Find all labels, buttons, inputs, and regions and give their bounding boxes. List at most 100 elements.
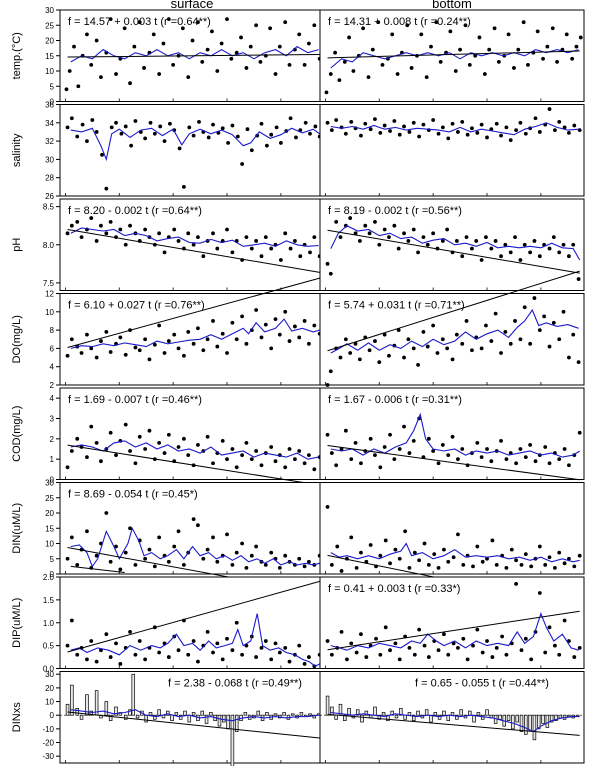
data-point	[380, 63, 385, 67]
data-point	[470, 126, 474, 131]
bar	[442, 710, 446, 716]
data-point	[254, 655, 259, 659]
data-point	[234, 465, 239, 470]
data-point	[397, 556, 402, 561]
data-point	[205, 547, 210, 552]
data-point	[348, 216, 353, 220]
data-point	[416, 250, 420, 255]
data-point	[220, 331, 225, 336]
data-point	[230, 250, 235, 255]
data-point	[234, 50, 239, 55]
data-point	[147, 428, 152, 433]
data-point	[298, 254, 303, 259]
data-point	[450, 357, 455, 362]
panel-1-bottom	[319, 104, 585, 197]
data-point	[368, 436, 373, 441]
panel-0-bottom: f = 14.31 + 0.008 t (r =0.24**)	[319, 9, 585, 102]
data-point	[562, 618, 567, 623]
data-point	[94, 355, 99, 360]
data-point	[514, 581, 519, 586]
data-point	[269, 346, 274, 351]
panel-1-surface: 26 28 30 32 34 36	[45, 101, 325, 201]
data-point	[499, 438, 503, 443]
data-point	[277, 44, 282, 49]
data-point	[334, 463, 339, 468]
data-point	[519, 648, 524, 653]
data-point	[353, 231, 358, 236]
data-point	[240, 314, 245, 319]
data-point	[79, 235, 84, 240]
data-point	[75, 652, 80, 657]
data-point	[234, 337, 239, 342]
bar	[157, 709, 161, 716]
data-point	[397, 447, 402, 451]
data-point	[172, 332, 177, 337]
data-point	[205, 434, 210, 439]
smoothed-series-line	[70, 709, 319, 722]
data-point	[370, 47, 375, 52]
data-point	[475, 627, 480, 632]
data-point	[475, 544, 480, 549]
data-point	[442, 547, 446, 552]
data-point	[114, 544, 118, 549]
bar	[148, 712, 153, 716]
data-point	[100, 152, 104, 157]
data-point	[211, 122, 215, 127]
data-point	[489, 339, 494, 343]
data-point	[297, 32, 302, 37]
data-point	[171, 63, 176, 67]
data-point	[123, 422, 128, 427]
data-point	[85, 529, 89, 534]
data-point	[123, 242, 128, 247]
data-point	[249, 246, 254, 251]
y-tick-label: 10	[45, 67, 54, 76]
data-point	[562, 447, 567, 451]
data-point	[119, 131, 124, 136]
data-point	[426, 655, 431, 659]
data-point	[547, 344, 552, 349]
panel-4-surface: 0 1 2 3 4 f = 1.69 - 0.007 t (r =0.46**)	[50, 387, 325, 486]
data-point	[543, 650, 548, 655]
smoothed-series-line	[330, 711, 580, 733]
data-point	[196, 20, 200, 25]
data-point	[543, 445, 548, 449]
data-point	[329, 128, 334, 133]
data-point	[460, 119, 465, 124]
data-point	[278, 141, 283, 145]
y-tick-label: -10	[42, 725, 54, 734]
trend-line	[67, 277, 320, 348]
data-point	[499, 351, 503, 355]
data-point	[411, 120, 416, 125]
data-point	[453, 69, 458, 73]
data-point	[576, 277, 581, 281]
data-point	[283, 20, 288, 25]
column-title-bottom: bottom	[432, 0, 472, 11]
y-tick-label: 4	[50, 394, 55, 403]
data-point	[567, 355, 571, 360]
data-point	[94, 659, 99, 664]
y-tick-label: 30	[45, 670, 54, 679]
data-point	[494, 562, 499, 567]
data-point	[470, 348, 474, 353]
y-tick-label: 0	[50, 711, 55, 720]
data-point	[263, 639, 268, 643]
data-point	[396, 328, 401, 332]
y-tick-label: 0	[50, 570, 55, 579]
bar	[360, 714, 364, 723]
bar	[524, 714, 528, 735]
data-point	[225, 636, 229, 641]
data-point	[166, 17, 171, 22]
data-point	[485, 556, 489, 561]
data-point	[211, 461, 215, 466]
data-point	[407, 451, 412, 455]
data-point	[177, 146, 182, 151]
data-point	[269, 657, 274, 662]
data-point	[464, 319, 469, 323]
data-point	[201, 348, 206, 353]
data-point	[283, 309, 288, 314]
data-point	[456, 130, 460, 134]
bar	[545, 714, 550, 728]
data-point	[494, 121, 499, 126]
bar	[394, 714, 399, 719]
data-point	[312, 467, 317, 472]
